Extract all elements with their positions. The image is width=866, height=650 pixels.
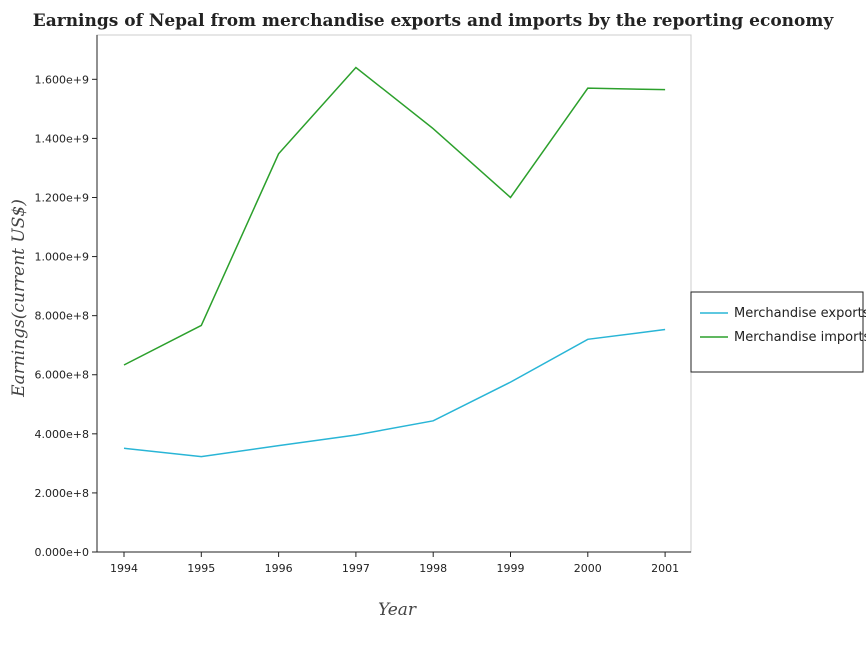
plot-border <box>96 34 692 553</box>
y-axis-label: Earnings(current US$) <box>9 199 29 398</box>
y-tick-label: 1.400e+9 <box>35 132 89 145</box>
series-layer <box>123 66 666 458</box>
x-tick-label: 2001 <box>651 562 679 575</box>
legend-label: Merchandise imports <box>734 330 866 345</box>
x-axis-label: Year <box>378 600 417 620</box>
chart-title: Earnings of Nepal from merchandise expor… <box>33 11 835 31</box>
y-tick-label: 2.000e+8 <box>35 487 89 500</box>
x-tick-label: 1998 <box>419 562 447 575</box>
legend: Merchandise exports Merchandise imports <box>690 291 866 373</box>
y-tick-label: 4.000e+8 <box>35 428 89 441</box>
x-tick-label: 1994 <box>110 562 138 575</box>
y-tick-label: 8.000e+8 <box>35 310 89 323</box>
y-tick-label: 0.000e+0 <box>35 546 89 559</box>
x-tick-label: 1997 <box>342 562 370 575</box>
x-tick-label: 1995 <box>187 562 215 575</box>
y-tick-label: 1.600e+9 <box>35 73 89 86</box>
x-tick-label: 2000 <box>574 562 602 575</box>
legend-label: Merchandise exports <box>734 306 866 321</box>
x-tick-label: 1996 <box>265 562 293 575</box>
y-tick-label: 6.000e+8 <box>35 369 89 382</box>
series-line-imports <box>123 66 666 366</box>
x-axis: 1994 1995 1996 1997 1998 1999 2000 2001 <box>97 551 691 575</box>
y-tick-label: 1.000e+9 <box>35 251 89 264</box>
x-tick-label: 1999 <box>497 562 525 575</box>
series-line-exports <box>123 328 666 458</box>
y-axis: 0.000e+0 2.000e+8 4.000e+8 6.000e+8 8.000e+8… <box>35 35 98 559</box>
legend-box <box>690 291 864 373</box>
plot-area <box>96 34 692 553</box>
y-tick-label: 1.200e+9 <box>35 191 89 204</box>
